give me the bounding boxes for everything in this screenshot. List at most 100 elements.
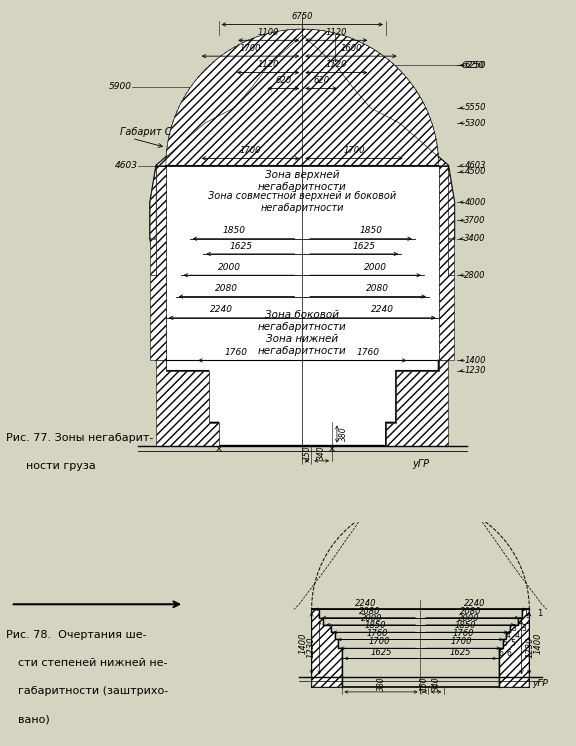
Text: 1700: 1700 [343,146,365,155]
Text: 1230: 1230 [306,636,316,658]
Text: 340: 340 [431,677,441,691]
Polygon shape [156,29,448,166]
Text: 1760: 1760 [367,629,388,638]
Text: 1100: 1100 [258,28,279,37]
Polygon shape [499,609,529,687]
Text: 2240: 2240 [464,598,486,607]
Text: 5300: 5300 [464,119,486,128]
Polygon shape [448,239,454,275]
Text: 1: 1 [523,609,528,618]
Text: 3: 3 [522,624,526,633]
Text: 1625: 1625 [370,648,392,656]
Polygon shape [312,609,342,687]
Text: 6: 6 [499,649,503,658]
Text: 1400: 1400 [533,633,542,654]
Text: 5: 5 [502,639,507,648]
Text: 1700: 1700 [369,638,390,647]
Text: уГР: уГР [532,679,548,688]
Text: 3400: 3400 [464,234,486,243]
Text: уГР: уГР [412,459,429,469]
Text: 1230: 1230 [464,366,486,375]
Text: 2240: 2240 [371,306,394,315]
Text: 4000: 4000 [464,198,486,207]
Text: 3700: 3700 [464,216,486,225]
Text: сти степеней нижней не-: сти степеней нижней не- [18,658,168,668]
Text: 2000: 2000 [364,263,386,272]
Polygon shape [156,360,218,445]
Text: 1760: 1760 [453,629,474,638]
Text: ×: × [328,445,336,454]
Text: Зона верхней
негабаритности: Зона верхней негабаритности [258,170,347,192]
Text: 1625: 1625 [449,648,471,656]
Text: 1120: 1120 [325,28,347,37]
Text: 1850: 1850 [365,621,386,630]
Text: 1400: 1400 [299,633,308,654]
Text: 4: 4 [514,631,519,640]
Text: 150: 150 [302,445,311,460]
Text: 6250: 6250 [462,60,484,70]
Text: 620: 620 [313,76,329,85]
Text: 2240: 2240 [210,306,233,315]
Text: 1760: 1760 [357,348,380,357]
Text: 620: 620 [275,76,291,85]
Text: 5550: 5550 [464,104,486,113]
Text: 4: 4 [506,631,511,640]
Polygon shape [386,360,448,445]
Text: 340: 340 [317,445,326,460]
Text: 6: 6 [507,649,512,658]
Text: 2: 2 [517,617,522,626]
Text: 2000: 2000 [218,263,241,272]
Polygon shape [150,166,156,239]
Text: 150: 150 [420,677,429,691]
Text: 2080: 2080 [359,606,381,616]
Text: 1760: 1760 [225,348,248,357]
Text: Зона боковой
негабаритности: Зона боковой негабаритности [258,310,347,332]
Text: габаритности (заштрихо-: габаритности (заштрихо- [18,686,168,696]
Polygon shape [150,35,454,445]
Text: Рис. 77. Зоны негабарит-: Рис. 77. Зоны негабарит- [6,433,153,442]
Text: Зона нижней
негабаритности: Зона нижней негабаритности [258,334,347,356]
Text: 380: 380 [377,677,385,691]
Polygon shape [448,166,454,239]
Text: 1625: 1625 [353,242,376,251]
Text: 4500: 4500 [464,167,486,176]
Text: 1850: 1850 [359,226,382,236]
Text: 2000: 2000 [361,614,382,623]
Text: ×: × [214,445,222,454]
Text: 6750: 6750 [291,12,313,21]
Text: 1700: 1700 [240,44,262,53]
Text: 1625: 1625 [229,242,252,251]
Text: 380: 380 [339,427,348,442]
Polygon shape [150,166,166,360]
Text: вано): вано) [18,715,50,724]
Text: 1850: 1850 [222,226,245,236]
Text: 2080: 2080 [366,284,389,293]
Text: 1: 1 [537,609,542,618]
Text: 2: 2 [525,617,530,626]
Text: 2800: 2800 [464,271,486,280]
Text: Рис. 78.  Очертания ше-: Рис. 78. Очертания ше- [6,630,146,639]
Text: Габарит С: Габарит С [120,128,171,137]
Text: 1400: 1400 [464,356,486,365]
Text: 2080: 2080 [215,284,238,293]
Text: 1120: 1120 [325,60,347,69]
Text: 1700: 1700 [451,638,472,647]
Text: 1600: 1600 [340,44,362,53]
Text: 1700: 1700 [240,146,262,155]
Text: 6250: 6250 [464,60,486,70]
Text: Зона совместной верхней и боковой
негабаритности: Зона совместной верхней и боковой негаба… [208,192,396,213]
Text: 1230: 1230 [525,636,535,658]
Text: 2000: 2000 [458,614,480,623]
Polygon shape [438,166,454,360]
Text: 1850: 1850 [454,621,476,630]
Polygon shape [150,239,156,275]
Text: 5900: 5900 [109,82,132,91]
Text: 1120: 1120 [257,60,279,69]
Text: ности груза: ности груза [25,461,95,471]
Text: 4603: 4603 [115,161,138,170]
Text: 4603: 4603 [464,161,486,170]
Text: 2080: 2080 [460,606,482,616]
Text: 5: 5 [510,639,515,648]
Text: 3: 3 [511,624,517,633]
Text: 2240: 2240 [355,598,377,607]
